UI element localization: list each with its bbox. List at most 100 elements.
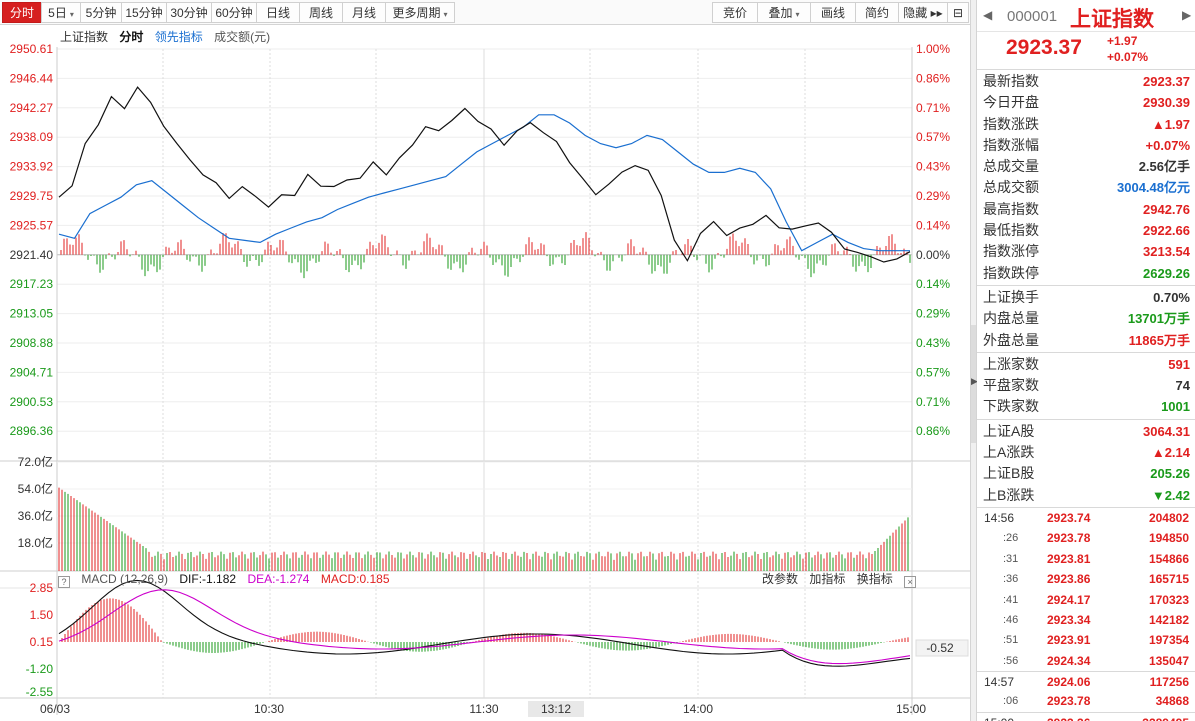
tick-volume: 154866: [1148, 551, 1189, 566]
macd-tick-label: 1.50: [30, 608, 54, 622]
add-indicator-button[interactable]: 加指标: [809, 572, 846, 586]
quote-row: 平盘家数 74: [977, 375, 1195, 396]
macd-tick-label: 0.15: [30, 635, 54, 649]
period-toolbar: 分时 5日 ▾ 5分钟 15分钟 30分钟 60分钟 日线 周线 月线 更多周期 ▾ 竞价 叠加 ▾ 画线 简约…: [0, 0, 970, 25]
pct-tick-label: 1.00%: [916, 42, 950, 56]
quote-label: 上A涨跌: [983, 444, 1035, 461]
change-params-button[interactable]: 改参数: [762, 572, 799, 586]
quote-value: ▲1.97: [1151, 116, 1190, 132]
price-tick-label: 2938.09: [10, 130, 54, 144]
quote-row: 上A涨跌 ▲2.14: [977, 442, 1195, 463]
time-axis-label: 10:30: [254, 702, 284, 716]
quote-row: 上证B股 205.26: [977, 463, 1195, 484]
change-value: +1.97: [1107, 34, 1138, 48]
pct-tick-label: 0.71%: [916, 395, 950, 409]
price-tick-label: 2896.36: [10, 424, 54, 438]
pct-tick-label: 0.29%: [916, 307, 950, 321]
period-tab-6[interactable]: 日线: [256, 2, 300, 23]
change-percent: +0.07%: [1107, 50, 1149, 64]
period-tab-5[interactable]: 60分钟: [211, 2, 257, 23]
quote-label: 最高指数: [983, 200, 1039, 217]
tick-row: :41 2924.17 170323: [977, 590, 1195, 610]
tick-volume: 194850: [1148, 531, 1189, 546]
pct-tick-label: 0.86%: [916, 424, 950, 438]
tool-button-3[interactable]: 简约: [855, 2, 899, 23]
price-tick-label: 2933.92: [10, 160, 54, 174]
time-axis-label: 15:00: [896, 702, 926, 716]
tool-button-0[interactable]: 竞价: [712, 2, 758, 23]
tick-row: :46 2923.34 142182: [977, 610, 1195, 630]
pct-tick-label: 0.86%: [916, 71, 950, 85]
quote-label: 上证A股: [983, 422, 1035, 439]
price-tick-label: 2942.27: [10, 101, 54, 115]
tick-row: 15:00 2923.36 3289495: [977, 711, 1195, 721]
price-tick-label: 2913.05: [10, 307, 54, 321]
period-tab-7[interactable]: 周线: [299, 2, 343, 23]
macd-value: MACD:0.185: [320, 572, 390, 586]
period-tab-1[interactable]: 5日 ▾: [41, 2, 81, 23]
quote-value: 591: [1168, 356, 1190, 372]
quote-value: 2930.39: [1143, 95, 1190, 111]
period-tab-2[interactable]: 5分钟: [80, 2, 122, 23]
macd-title: MACD (12,26,9): [81, 572, 169, 586]
tick-volume: 142182: [1148, 612, 1189, 627]
quote-label: 指数涨停: [983, 243, 1039, 260]
macd-legend: ? MACD (12,26,9) DIF:-1.182 DEA:-1.274 M…: [58, 571, 398, 588]
quote-label: 最低指数: [983, 222, 1039, 239]
tick-time: :46: [1003, 613, 1019, 626]
switch-indicator-button[interactable]: 换指标: [856, 572, 893, 586]
tool-button-5[interactable]: ⊟: [947, 2, 969, 23]
quote-label: 最新指数: [983, 73, 1039, 89]
tick-time: :56: [1003, 654, 1019, 667]
period-tab-0[interactable]: 分时: [2, 2, 42, 23]
tool-button-2[interactable]: 画线: [810, 2, 856, 23]
period-tab-3[interactable]: 15分钟: [121, 2, 167, 23]
chart-canvas[interactable]: 2950.61 2946.44 2942.27 2938.09 2933.92 2929.…: [0, 25, 970, 721]
prev-stock-icon[interactable]: ◀: [983, 8, 993, 22]
period-tab-4[interactable]: 30分钟: [166, 2, 212, 23]
price-tick-label: 2908.88: [10, 336, 54, 350]
tick-price: 2923.78: [1047, 531, 1091, 546]
collapse-arrow-icon[interactable]: ▶: [971, 376, 978, 386]
tool-button-4[interactable]: 隐藏 ▸▸: [898, 2, 948, 23]
quote-label: 下跌家数: [983, 398, 1039, 415]
quote-row: 总成交量 2.56亿手: [977, 156, 1195, 177]
quote-value: 2629.26: [1143, 265, 1190, 281]
period-tab-9[interactable]: 更多周期 ▾: [385, 2, 455, 23]
panel-splitter[interactable]: ▶: [970, 0, 978, 721]
collapse-icon[interactable]: ?: [58, 576, 70, 588]
quote-row: 指数涨跌 ▲1.97: [977, 114, 1195, 135]
next-stock-icon[interactable]: ▶: [1182, 8, 1192, 22]
quote-row: 最高指数 2942.76: [977, 199, 1195, 220]
period-tab-8[interactable]: 月线: [342, 2, 386, 23]
quote-label: 上证换手: [983, 288, 1039, 305]
pct-tick-label: 0.71%: [916, 101, 950, 115]
quote-label: 指数涨幅: [983, 136, 1039, 153]
chart-legend: 上证指数 分时 领先指标 成交额(元): [60, 28, 278, 45]
tick-time: 15:00: [984, 713, 1014, 721]
tool-button-1[interactable]: 叠加 ▾: [757, 2, 811, 23]
dif-line: [58, 579, 911, 667]
close-icon[interactable]: ×: [904, 576, 917, 588]
macd-current-box: [915, 639, 969, 657]
pct-tick-label: 0.14%: [916, 277, 950, 291]
quote-value: 3064.31: [1143, 423, 1190, 439]
tick-price: 2924.17: [1047, 592, 1091, 607]
pct-tick-label: 0.29%: [916, 189, 950, 203]
quote-label: 指数跌停: [983, 264, 1039, 281]
quote-row: 内盘总量 13701万手: [977, 308, 1195, 329]
legend-volume: 成交额(元): [214, 30, 271, 44]
price-tick-label: 2946.44: [10, 71, 54, 85]
macd-tick-label: -2.55: [26, 685, 54, 699]
time-sharing-chart[interactable]: 2950.61 2946.44 2942.27 2938.09 2933.92 2929.…: [0, 25, 970, 721]
quote-value: 0.70%: [1153, 289, 1190, 305]
tick-row: :06 2923.78 34868: [977, 691, 1195, 711]
splitter-grip[interactable]: [971, 325, 976, 443]
legend-leading-indicator[interactable]: 领先指标: [154, 30, 203, 44]
tick-price: 2923.81: [1047, 551, 1091, 566]
tick-row: :26 2923.78 194850: [977, 528, 1195, 548]
pct-tick-label: 0.43%: [916, 160, 950, 174]
current-price: 2923.37: [1006, 36, 1082, 59]
tick-time: :31: [1003, 552, 1019, 565]
tick-price: 2923.36: [1047, 713, 1090, 721]
